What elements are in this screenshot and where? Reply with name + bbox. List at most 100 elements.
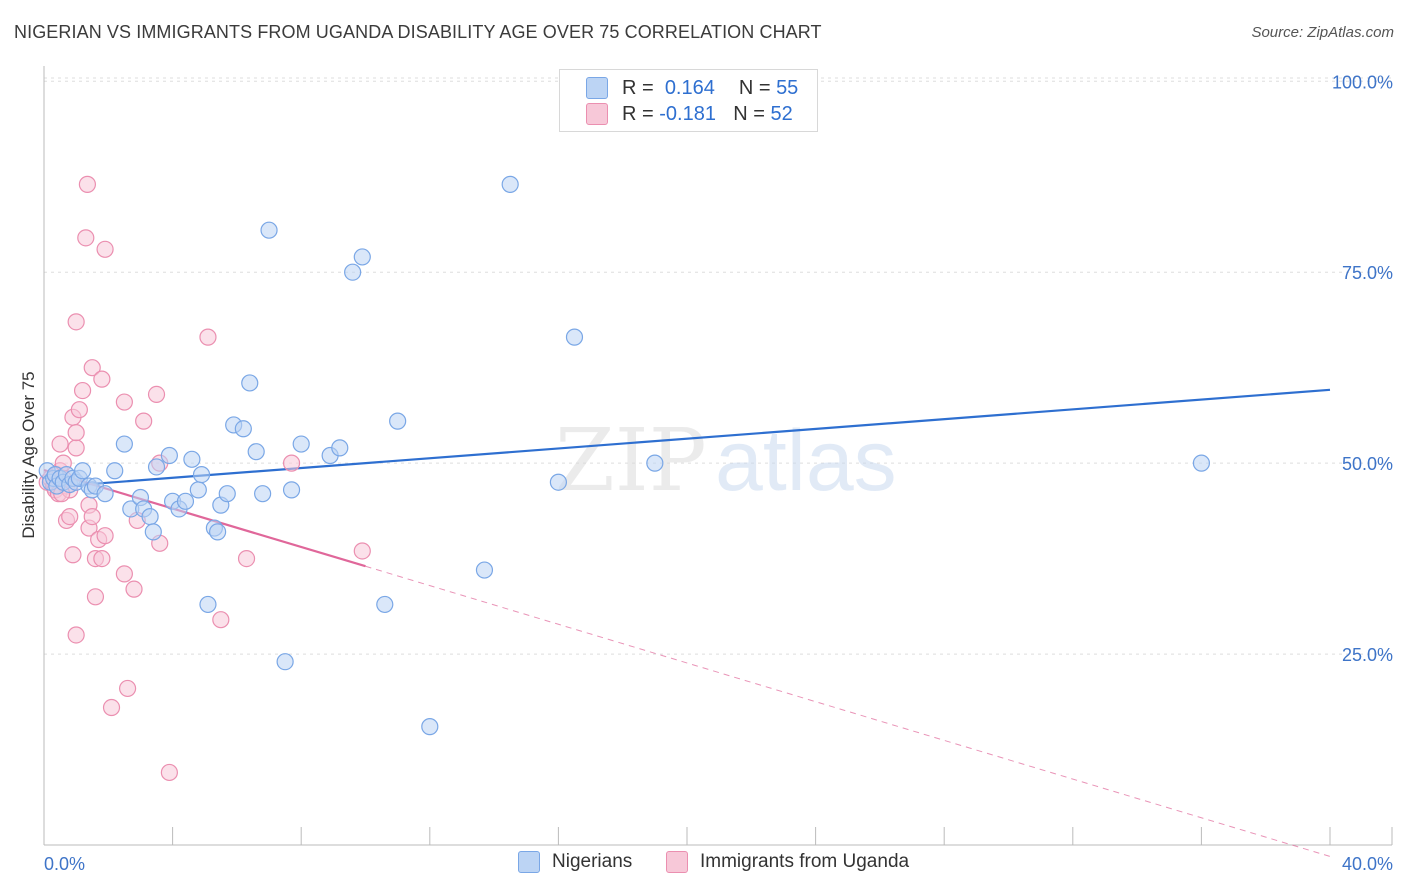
point-uganda bbox=[237, 550, 256, 568]
point-nigerians bbox=[254, 485, 272, 503]
point-nigerians bbox=[192, 465, 211, 484]
y-axis-label: Disability Age Over 75 bbox=[19, 371, 38, 538]
point-nigerians bbox=[247, 443, 265, 461]
point-uganda bbox=[147, 385, 166, 404]
point-uganda bbox=[282, 454, 301, 472]
legend-r-value: 0.164 bbox=[664, 76, 715, 99]
point-uganda bbox=[67, 313, 85, 331]
legend-n-label: N = bbox=[738, 76, 771, 99]
y-tick-labels: 25.0% 50.0% 75.0% 100.0% bbox=[1332, 72, 1393, 665]
point-nigerians bbox=[276, 653, 294, 671]
point-uganda bbox=[118, 679, 137, 698]
point-nigerians bbox=[115, 435, 133, 453]
x-tick-label-start: 0.0% bbox=[44, 854, 85, 874]
point-nigerians bbox=[292, 435, 310, 453]
point-uganda bbox=[102, 698, 121, 717]
point-nigerians bbox=[176, 492, 195, 510]
point-uganda bbox=[70, 401, 88, 419]
legend-item-nigerians: Nigerians bbox=[518, 851, 632, 873]
point-uganda bbox=[61, 507, 79, 526]
point-nigerians bbox=[344, 263, 362, 281]
point-nigerians bbox=[1192, 454, 1211, 472]
point-nigerians bbox=[565, 328, 584, 346]
point-nigerians bbox=[646, 454, 664, 472]
point-nigerians bbox=[241, 374, 259, 392]
legend-label-nigerians: Nigerians bbox=[552, 851, 633, 872]
point-uganda bbox=[353, 542, 371, 560]
point-uganda bbox=[67, 423, 85, 442]
point-nigerians bbox=[234, 420, 252, 438]
point-uganda bbox=[64, 546, 82, 564]
chart-title: NIGERIAN VS IMMIGRANTS FROM UGANDA DISAB… bbox=[14, 22, 822, 42]
legend-swatch-blue bbox=[586, 77, 608, 99]
point-nigerians bbox=[147, 458, 166, 476]
trend-line-uganda-extension bbox=[365, 565, 1331, 857]
grid-lines bbox=[44, 77, 1392, 655]
point-nigerians bbox=[106, 462, 124, 480]
y-tick-label: 75.0% bbox=[1342, 263, 1393, 283]
point-nigerians bbox=[260, 221, 278, 239]
point-nigerians bbox=[218, 485, 236, 503]
point-uganda bbox=[51, 435, 69, 453]
point-uganda bbox=[199, 328, 217, 346]
point-uganda bbox=[73, 381, 92, 400]
legend-swatch-nigerians bbox=[518, 851, 540, 873]
point-uganda bbox=[160, 763, 178, 782]
point-nigerians bbox=[209, 523, 227, 541]
legend-n-value: 52 bbox=[770, 102, 793, 125]
legend-item-uganda: Immigrants from Uganda bbox=[666, 851, 909, 873]
legend-r-label: R = bbox=[622, 102, 654, 125]
point-uganda bbox=[96, 527, 114, 545]
point-nigerians bbox=[144, 523, 162, 541]
point-uganda bbox=[212, 611, 230, 629]
point-uganda bbox=[125, 580, 143, 598]
point-nigerians bbox=[421, 718, 439, 736]
source-label: Source: ZipAtlas.com bbox=[1251, 24, 1394, 41]
point-uganda bbox=[67, 439, 85, 457]
point-uganda bbox=[83, 359, 101, 377]
point-uganda bbox=[93, 550, 111, 568]
point-nigerians bbox=[376, 595, 394, 614]
point-uganda bbox=[96, 240, 114, 258]
point-uganda bbox=[86, 588, 105, 606]
legend-row-nigerians: R = 0.164 N = 55 bbox=[586, 76, 798, 100]
point-uganda bbox=[83, 507, 101, 526]
point-nigerians bbox=[475, 561, 494, 579]
legend-swatch-uganda bbox=[666, 851, 688, 873]
legend-n-value: 55 bbox=[776, 76, 799, 99]
legend-n-label: N = bbox=[733, 102, 765, 125]
correlation-legend: R = 0.164 N = 55 R = -0.181 N = 52 bbox=[559, 69, 818, 132]
legend-swatch-pink bbox=[586, 103, 608, 125]
series-legend: Nigerians Immigrants from Uganda bbox=[0, 851, 1406, 877]
legend-row-uganda: R = -0.181 N = 52 bbox=[586, 102, 793, 126]
point-uganda bbox=[67, 626, 85, 644]
point-nigerians bbox=[189, 481, 207, 499]
point-nigerians bbox=[183, 450, 201, 468]
point-nigerians bbox=[96, 485, 114, 503]
trend-line-nigerians bbox=[43, 388, 1331, 489]
point-nigerians bbox=[73, 462, 92, 480]
x-tick-label-end: 40.0% bbox=[1342, 854, 1393, 874]
x-tick-labels: 0.0% 40.0% bbox=[44, 854, 1393, 874]
point-uganda bbox=[93, 370, 111, 388]
y-tick-label: 25.0% bbox=[1342, 645, 1393, 665]
point-uganda bbox=[77, 229, 95, 247]
watermark-atlas: atlas bbox=[715, 413, 897, 509]
point-nigerians bbox=[331, 439, 349, 457]
axes bbox=[43, 66, 1393, 846]
point-uganda bbox=[115, 393, 133, 411]
point-nigerians bbox=[549, 473, 568, 491]
point-uganda bbox=[135, 412, 153, 430]
legend-r-label: R = bbox=[622, 76, 654, 99]
y-tick-label: 50.0% bbox=[1342, 454, 1393, 474]
point-uganda bbox=[115, 565, 133, 583]
point-nigerians bbox=[160, 446, 178, 465]
point-nigerians bbox=[199, 595, 217, 614]
point-nigerians bbox=[501, 175, 519, 193]
legend-r-value: -0.181 bbox=[659, 102, 716, 125]
data-points bbox=[38, 175, 1211, 782]
point-nigerians bbox=[282, 481, 301, 499]
legend-label-uganda: Immigrants from Uganda bbox=[700, 851, 910, 872]
y-tick-label: 100.0% bbox=[1332, 72, 1393, 92]
